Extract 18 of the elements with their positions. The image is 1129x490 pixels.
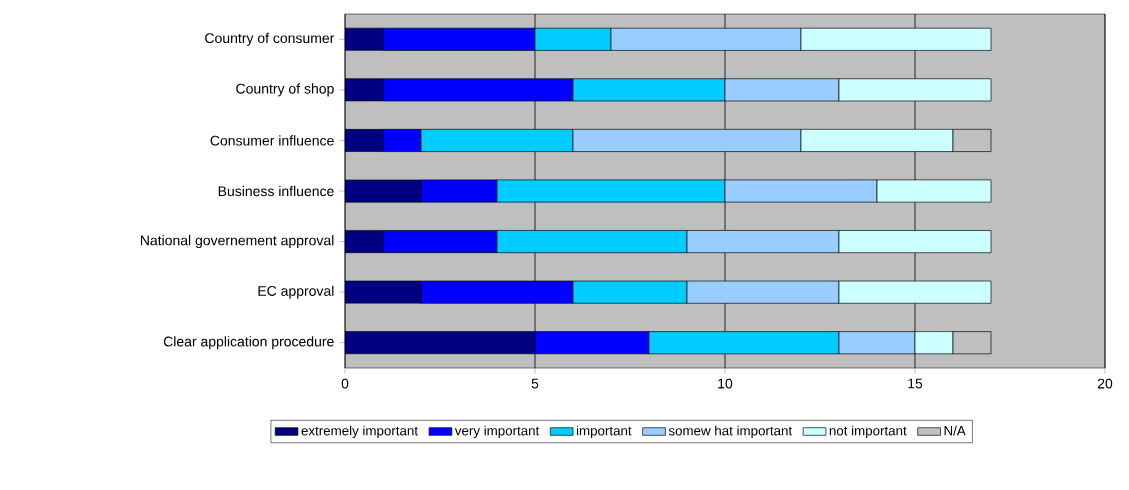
- y-tick-label: National governement approval: [140, 235, 334, 249]
- legend-label: N/A: [944, 425, 966, 436]
- legend-label: somew hat important: [668, 425, 793, 439]
- x-tick-label: 10: [718, 378, 733, 389]
- legend-label: not important: [829, 425, 907, 439]
- y-tick-label: Country of shop: [236, 83, 334, 97]
- x-tick-label: 15: [908, 378, 923, 389]
- y-tick-label: EC approval: [258, 285, 334, 299]
- x-tick-label: 5: [531, 378, 539, 389]
- y-tick-label: Business influence: [218, 185, 334, 197]
- x-tick-label: 20: [1097, 378, 1113, 389]
- legend-label: extremely important: [301, 425, 418, 439]
- y-tick-label: Country of consumer: [205, 32, 335, 46]
- y-tick-label: Consumer influence: [210, 135, 334, 146]
- legend-label: important: [576, 425, 632, 439]
- legend-label: very important: [454, 425, 540, 439]
- x-tick-label: 0: [341, 378, 349, 389]
- y-tick-label: Clear application procedure: [163, 336, 334, 350]
